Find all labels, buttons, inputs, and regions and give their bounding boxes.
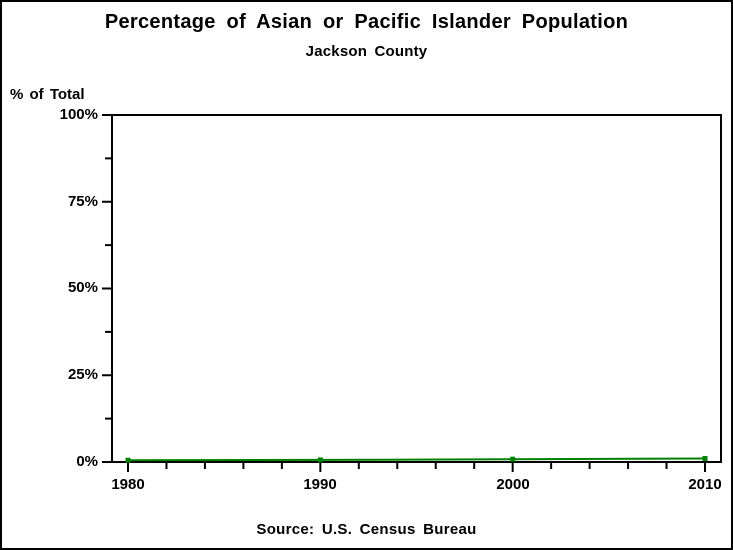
chart-subtitle: Jackson County bbox=[305, 43, 428, 60]
y-axis-title: % of Total bbox=[10, 86, 85, 103]
data-point-marker bbox=[125, 457, 131, 463]
data-point-marker bbox=[702, 456, 708, 462]
data-point-marker bbox=[510, 456, 516, 462]
data-line bbox=[127, 457, 706, 462]
x-tick-label-1980: 1980 bbox=[111, 476, 145, 493]
y-tick-label-25: 25% bbox=[67, 366, 98, 383]
y-tick-label-50: 50% bbox=[67, 279, 98, 296]
data-point-marker bbox=[317, 457, 323, 463]
y-tick-label-75: 75% bbox=[67, 193, 98, 210]
chart-title: Percentage of Asian or Pacific Islander … bbox=[104, 11, 629, 33]
x-tick-label-2000: 2000 bbox=[496, 476, 530, 493]
y-tick-label-100: 100% bbox=[59, 106, 98, 123]
source-caption: Source: U.S. Census Bureau bbox=[256, 521, 477, 538]
x-tick-label-1990: 1990 bbox=[303, 476, 337, 493]
y-tick-label-0: 0% bbox=[76, 453, 98, 470]
x-tick-label-2010: 2010 bbox=[688, 476, 722, 493]
